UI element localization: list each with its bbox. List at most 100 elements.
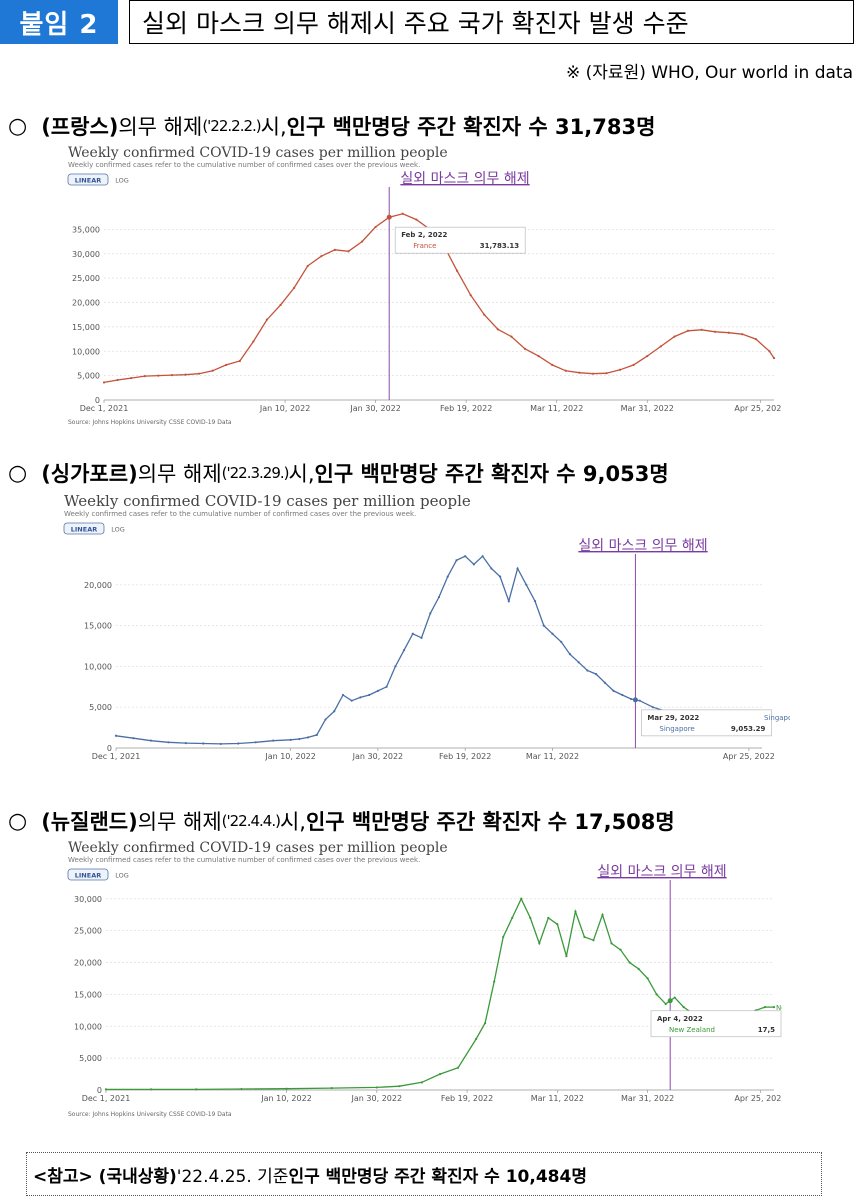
data-point xyxy=(475,1037,478,1041)
section-singapore-heading: ○ (싱가포르) 의무 해제 ('22.3.29.) 시, 인구 백만명당 주간… xyxy=(8,458,669,488)
data-point xyxy=(132,737,135,740)
data-point xyxy=(446,575,449,578)
tooltip-box xyxy=(650,1010,782,1038)
data-point xyxy=(116,378,119,382)
data-point xyxy=(341,693,345,697)
data-point xyxy=(483,313,486,316)
data-point xyxy=(320,255,323,258)
data-point xyxy=(102,381,106,384)
y-tick-label: 10,000 xyxy=(74,1022,102,1031)
data-point xyxy=(385,685,388,688)
data-point xyxy=(564,369,567,372)
data-point xyxy=(638,699,641,702)
data-point xyxy=(429,612,432,615)
data-point xyxy=(455,559,458,562)
x-tick-label: Mar 31, 2022 xyxy=(621,1094,674,1103)
bullet: ○ xyxy=(8,113,28,139)
data-point xyxy=(438,1072,442,1076)
tooltip-value: 31,783.13 xyxy=(480,242,520,250)
event-annotation: 실외 마스크 의무 해제 xyxy=(597,864,726,880)
linear-toggle-label: LINEAR xyxy=(75,872,101,880)
x-tick-label: Dec 1, 2021 xyxy=(92,752,141,761)
data-point xyxy=(523,347,527,350)
data-point xyxy=(420,636,423,639)
chart-subtitle: Weekly confirmed cases refer to the cumu… xyxy=(68,161,420,169)
attachment-tag: 붙임 2 xyxy=(0,0,118,44)
y-tick-label: 0 xyxy=(95,396,100,405)
data-point xyxy=(502,935,505,939)
data-point xyxy=(289,738,292,741)
heading-date: ('22.3.29.) xyxy=(221,464,290,482)
data-point xyxy=(252,340,255,343)
data-point xyxy=(507,600,510,603)
data-point xyxy=(293,286,296,289)
event-point xyxy=(667,998,673,1004)
tooltip-date: Apr 4, 2022 xyxy=(657,1015,703,1023)
linear-toggle-label: LINEAR xyxy=(71,526,97,534)
data-point xyxy=(618,368,622,371)
log-toggle-label: LOG xyxy=(111,526,125,534)
tooltip-box xyxy=(394,226,526,254)
x-tick-label: Apr 25, 2022 xyxy=(734,404,782,413)
data-point xyxy=(481,555,484,558)
data-point xyxy=(211,369,214,372)
x-tick-label: Mar 11, 2022 xyxy=(530,404,583,413)
data-point xyxy=(265,318,269,321)
data-point xyxy=(560,640,563,644)
chart-title: Weekly confirmed COVID-19 cases per mill… xyxy=(68,145,448,161)
data-point xyxy=(612,689,615,692)
y-tick-label: 30,000 xyxy=(74,895,102,904)
data-point xyxy=(577,661,580,664)
data-point xyxy=(167,741,170,744)
data-point xyxy=(727,331,730,334)
note-text: '22.4.25. 기준 xyxy=(176,1166,289,1187)
y-tick-label: 0 xyxy=(97,1086,102,1095)
data-point xyxy=(673,996,676,999)
data-point xyxy=(510,335,513,338)
data-point xyxy=(556,923,559,926)
data-point xyxy=(347,250,350,253)
data-point xyxy=(578,371,581,374)
data-point xyxy=(511,916,514,919)
data-point xyxy=(324,718,327,721)
data-point xyxy=(574,910,577,913)
data-point xyxy=(219,742,222,746)
data-point xyxy=(682,1006,685,1009)
y-tick-label: 10,000 xyxy=(72,347,100,356)
data-point xyxy=(401,212,404,215)
bullet: ○ xyxy=(8,808,28,834)
data-point xyxy=(651,706,654,709)
data-point xyxy=(525,583,528,586)
data-point xyxy=(595,673,598,676)
data-point xyxy=(629,697,633,701)
event-annotation: 실외 마스크 의무 해제 xyxy=(400,171,529,187)
data-point xyxy=(285,1087,288,1090)
heading-bold: 인구 백만명당 주간 확진자 수 31,783명 xyxy=(286,115,656,139)
data-point xyxy=(469,294,472,297)
data-point xyxy=(686,329,690,332)
x-tick-label: Jan 10, 2022 xyxy=(260,1094,312,1103)
x-tick-label: Jan 30, 2022 xyxy=(352,752,404,761)
data-point xyxy=(533,600,537,603)
data-point xyxy=(637,967,640,970)
data-point xyxy=(568,653,572,656)
data-point xyxy=(456,269,459,272)
data-point xyxy=(420,1081,424,1084)
data-point xyxy=(184,373,187,376)
heading-bold: 인구 백만명당 주간 확진자 수 17,508명 xyxy=(305,810,675,834)
section-france-heading: ○ (프랑스) 의무 해제 ('22.2.2.) 시, 인구 백만명당 주간 확… xyxy=(8,111,655,141)
country-label: (프랑스) xyxy=(41,115,119,139)
chart-france: Weekly confirmed COVID-19 cases per mill… xyxy=(62,143,782,426)
data-point xyxy=(619,948,622,951)
data-source-note: ※ (자료원) WHO, Our world in data xyxy=(566,63,853,83)
data-point xyxy=(225,363,228,366)
y-tick-label: 15,000 xyxy=(74,990,102,999)
event-point xyxy=(632,697,638,703)
data-point xyxy=(376,689,379,692)
data-point xyxy=(359,696,362,699)
data-point xyxy=(104,1088,108,1091)
data-point xyxy=(537,355,540,358)
data-point xyxy=(605,372,608,375)
chart-svg: Weekly confirmed COVID-19 cases per mill… xyxy=(67,145,782,426)
data-point xyxy=(333,710,336,713)
